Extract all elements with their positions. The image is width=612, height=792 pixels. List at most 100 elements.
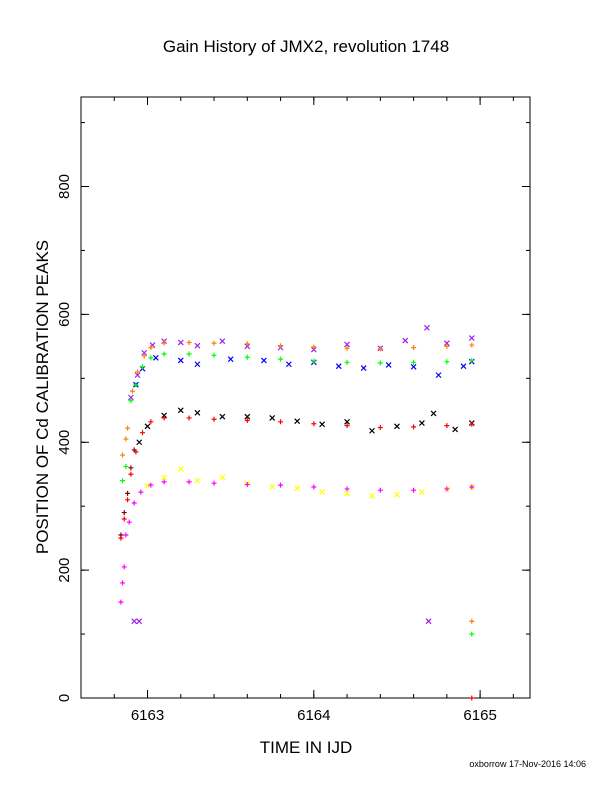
data-point [126, 519, 132, 525]
data-point [294, 485, 301, 492]
data-point [177, 407, 184, 414]
data-point [278, 419, 284, 425]
data-point [394, 423, 400, 430]
data-points [118, 324, 475, 701]
data-point [344, 345, 350, 351]
data-point [369, 493, 375, 499]
data-point [161, 474, 168, 481]
data-point [244, 343, 251, 350]
data-point [460, 363, 467, 370]
y-tick-label: 600 [56, 302, 73, 327]
data-point [294, 418, 301, 425]
data-point [123, 436, 129, 442]
data-point [121, 516, 127, 522]
data-point [469, 618, 475, 624]
data-point [136, 618, 143, 625]
data-point [130, 388, 136, 394]
data-point [444, 343, 450, 349]
data-point [219, 338, 226, 345]
data-point [377, 360, 383, 366]
data-point [244, 354, 250, 360]
data-point [377, 487, 383, 493]
data-point [444, 423, 450, 429]
data-point [148, 419, 154, 425]
data-point [285, 361, 292, 368]
data-point [444, 486, 450, 492]
data-point [344, 490, 350, 497]
x-tick-label: 6164 [297, 707, 330, 724]
data-point [128, 471, 134, 477]
data-point [194, 477, 201, 484]
data-point [269, 484, 276, 490]
data-point [121, 510, 127, 516]
y-tick-label: 400 [56, 430, 73, 455]
data-point [161, 340, 167, 346]
data-point [211, 340, 217, 346]
data-point [452, 426, 459, 433]
data-point [123, 464, 129, 470]
data-point [444, 359, 450, 365]
axis-ticks: 6163 6164 6165 0 200 400 600 800 [56, 97, 530, 724]
y-tick-label: 0 [56, 694, 73, 702]
data-point [125, 425, 131, 431]
data-point [278, 356, 284, 362]
data-point [125, 497, 131, 503]
data-point [469, 695, 475, 701]
data-point [423, 324, 430, 331]
data-point [120, 478, 126, 484]
data-point [360, 365, 367, 372]
data-point [369, 427, 375, 434]
data-point [244, 481, 250, 487]
footer-credit: oxborrow 17-Nov-2016 14:06 [469, 759, 586, 769]
data-point [411, 424, 417, 430]
data-point [118, 532, 124, 538]
data-point [194, 342, 201, 349]
data-point [377, 425, 383, 431]
data-point [148, 345, 154, 351]
data-point [131, 500, 137, 506]
data-point [425, 618, 432, 625]
data-point [144, 423, 151, 430]
data-point [121, 564, 127, 570]
data-point [186, 351, 192, 357]
y-tick-label: 800 [56, 174, 73, 199]
data-point [127, 394, 134, 401]
data-point [394, 491, 400, 498]
data-point [469, 631, 475, 637]
data-point [319, 421, 326, 428]
data-point [310, 346, 317, 353]
data-point [128, 398, 134, 404]
data-point [125, 490, 131, 496]
data-point [148, 482, 154, 488]
data-point [278, 343, 284, 349]
data-point [344, 359, 350, 365]
data-point [411, 345, 417, 351]
data-point [443, 340, 450, 347]
data-point [344, 341, 350, 348]
data-point [469, 342, 475, 348]
data-point [311, 358, 317, 364]
data-point [244, 418, 250, 424]
data-point [469, 421, 475, 427]
data-point [148, 355, 154, 361]
data-point [211, 352, 217, 358]
data-point [227, 356, 234, 363]
data-point [311, 344, 317, 350]
data-point [120, 452, 126, 458]
y-axis-label: POSITION OF Cd CALIBRATION PEAKS [33, 240, 52, 554]
data-point [161, 415, 167, 421]
data-point [411, 359, 417, 365]
data-point [319, 489, 326, 496]
data-point [120, 580, 126, 586]
data-point [131, 618, 138, 625]
data-point [469, 357, 475, 363]
data-point [269, 415, 276, 421]
data-point [411, 487, 417, 493]
chart-title: Gain History of JMX2, revolution 1748 [163, 37, 449, 56]
data-point [430, 410, 437, 417]
plot-frame [80, 96, 531, 699]
data-point [144, 482, 151, 489]
data-point [186, 415, 192, 421]
data-point [140, 430, 146, 436]
data-point [136, 439, 143, 446]
